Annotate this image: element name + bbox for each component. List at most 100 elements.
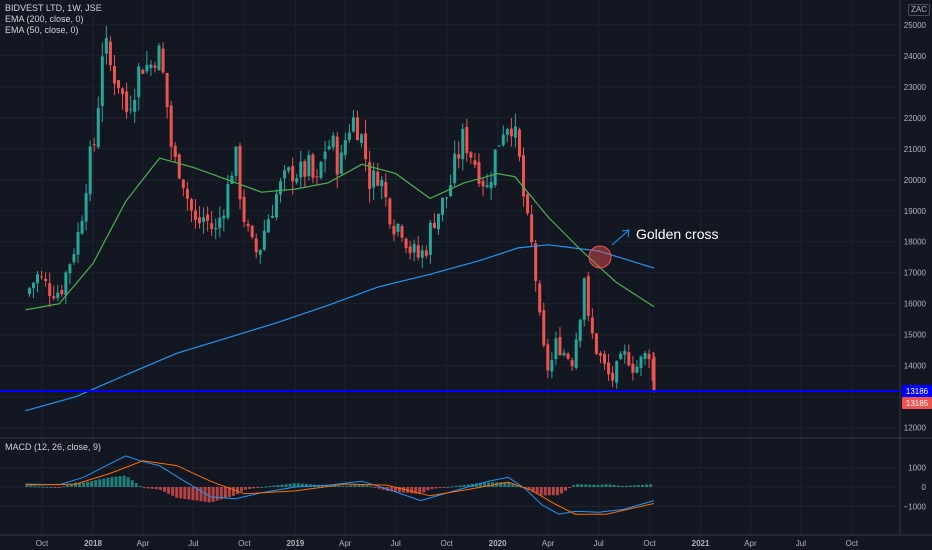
candle-down <box>590 317 594 334</box>
price-tick-label: 14000 <box>904 362 927 371</box>
candle-up <box>372 170 376 188</box>
histogram-bar <box>596 485 600 487</box>
candle-up <box>157 45 161 71</box>
candle-down <box>566 353 570 359</box>
histogram-bar <box>649 484 653 487</box>
histogram-bar <box>227 487 231 497</box>
price-tick-label: 22000 <box>904 114 927 123</box>
histogram-bar <box>142 487 146 489</box>
time-tick-label: Apr <box>137 539 150 548</box>
time-tick-label: Jul <box>593 539 603 548</box>
candle-up <box>133 99 137 112</box>
time-tick-label: Apr <box>542 539 555 548</box>
candle-up <box>56 292 60 299</box>
ema50-legend[interactable]: EMA (50, close, 0) <box>5 25 79 35</box>
histogram-bar <box>167 487 171 494</box>
histogram-bar <box>608 484 612 487</box>
candle-up <box>351 117 355 132</box>
candle-down <box>469 152 473 158</box>
histogram-bar <box>102 478 106 487</box>
histogram-bar <box>150 487 154 489</box>
symbol-legend[interactable]: BIDVEST LTD, 1W, JSE <box>5 3 102 13</box>
candle-down <box>165 72 169 108</box>
ema200-legend[interactable]: EMA (200, close, 0) <box>5 14 84 24</box>
price-tick-label: 20000 <box>904 176 927 185</box>
candle-down <box>538 283 542 313</box>
candle-up <box>412 243 416 253</box>
candle-up <box>129 109 133 111</box>
histogram-bar <box>628 485 632 487</box>
time-tick-label: Oct <box>36 539 49 548</box>
time-tick-label: Oct <box>846 539 859 548</box>
histogram-bar <box>337 485 341 487</box>
candle-up <box>623 350 627 355</box>
histogram-bar <box>272 485 276 487</box>
candle-down <box>473 160 477 165</box>
candle-up <box>327 146 331 150</box>
histogram-bar <box>45 486 49 488</box>
histogram-bar <box>551 487 555 496</box>
candle-up <box>149 64 153 69</box>
histogram-bar <box>126 477 130 487</box>
candle-down <box>477 161 481 184</box>
histogram-bar <box>256 487 260 488</box>
candle-up <box>420 250 424 258</box>
histogram-bar <box>252 487 256 489</box>
histogram-bar <box>584 484 588 487</box>
histogram-bar <box>365 485 369 487</box>
candle-up <box>396 224 400 232</box>
price-tick-label: 19000 <box>904 207 927 216</box>
histogram-bar <box>37 486 41 488</box>
candle-down <box>153 65 157 68</box>
candle-up <box>497 145 501 147</box>
candle-down <box>40 276 44 278</box>
candle-down <box>368 162 372 190</box>
price-tick-label: 16000 <box>904 300 927 309</box>
histogram-bar <box>645 484 649 487</box>
histogram-bar <box>539 487 543 496</box>
candle-up <box>234 146 238 176</box>
candle-down <box>242 196 246 222</box>
macd-legend[interactable]: MACD (12, 26, close, 9) <box>5 442 102 452</box>
candle-up <box>574 339 578 369</box>
histogram-bar <box>98 479 102 487</box>
histogram-bar <box>474 483 478 487</box>
candle-down <box>311 154 315 178</box>
histogram-bar <box>349 485 353 487</box>
histogram-bar <box>636 485 640 487</box>
time-tick-label: Apr <box>339 539 352 548</box>
price-labels: 13186 13185 <box>902 384 932 409</box>
histogram-bar <box>381 487 385 490</box>
candle-down <box>404 238 408 249</box>
candle-up <box>380 179 384 187</box>
histogram-bar <box>535 487 539 494</box>
candle-up <box>137 66 141 98</box>
histogram-bar <box>284 484 288 487</box>
histogram-bar <box>248 487 252 489</box>
histogram-bar <box>235 487 239 494</box>
candle-up <box>299 161 303 178</box>
candle-up <box>319 161 323 178</box>
candle-down <box>112 66 116 84</box>
candle-down <box>206 214 210 221</box>
histogram-bar <box>260 486 264 488</box>
time-tick-label: Oct <box>440 539 453 548</box>
candle-up <box>266 219 270 233</box>
currency-badge[interactable]: ZAC <box>908 4 930 16</box>
histogram-bar <box>531 487 535 493</box>
histogram-bar <box>61 486 65 488</box>
histogram-bar <box>616 485 620 487</box>
histogram-bar <box>264 486 268 488</box>
histogram-bar <box>547 487 551 496</box>
histogram-bar <box>134 483 138 487</box>
candle-down <box>60 290 64 295</box>
candle-down <box>92 144 96 146</box>
candle-up <box>428 222 432 255</box>
histogram-bar <box>57 487 61 488</box>
histogram-bar <box>466 484 470 487</box>
candle-up <box>64 272 68 295</box>
histogram-bar <box>231 487 235 496</box>
candle-down <box>125 91 129 112</box>
histogram-bar <box>304 483 308 487</box>
